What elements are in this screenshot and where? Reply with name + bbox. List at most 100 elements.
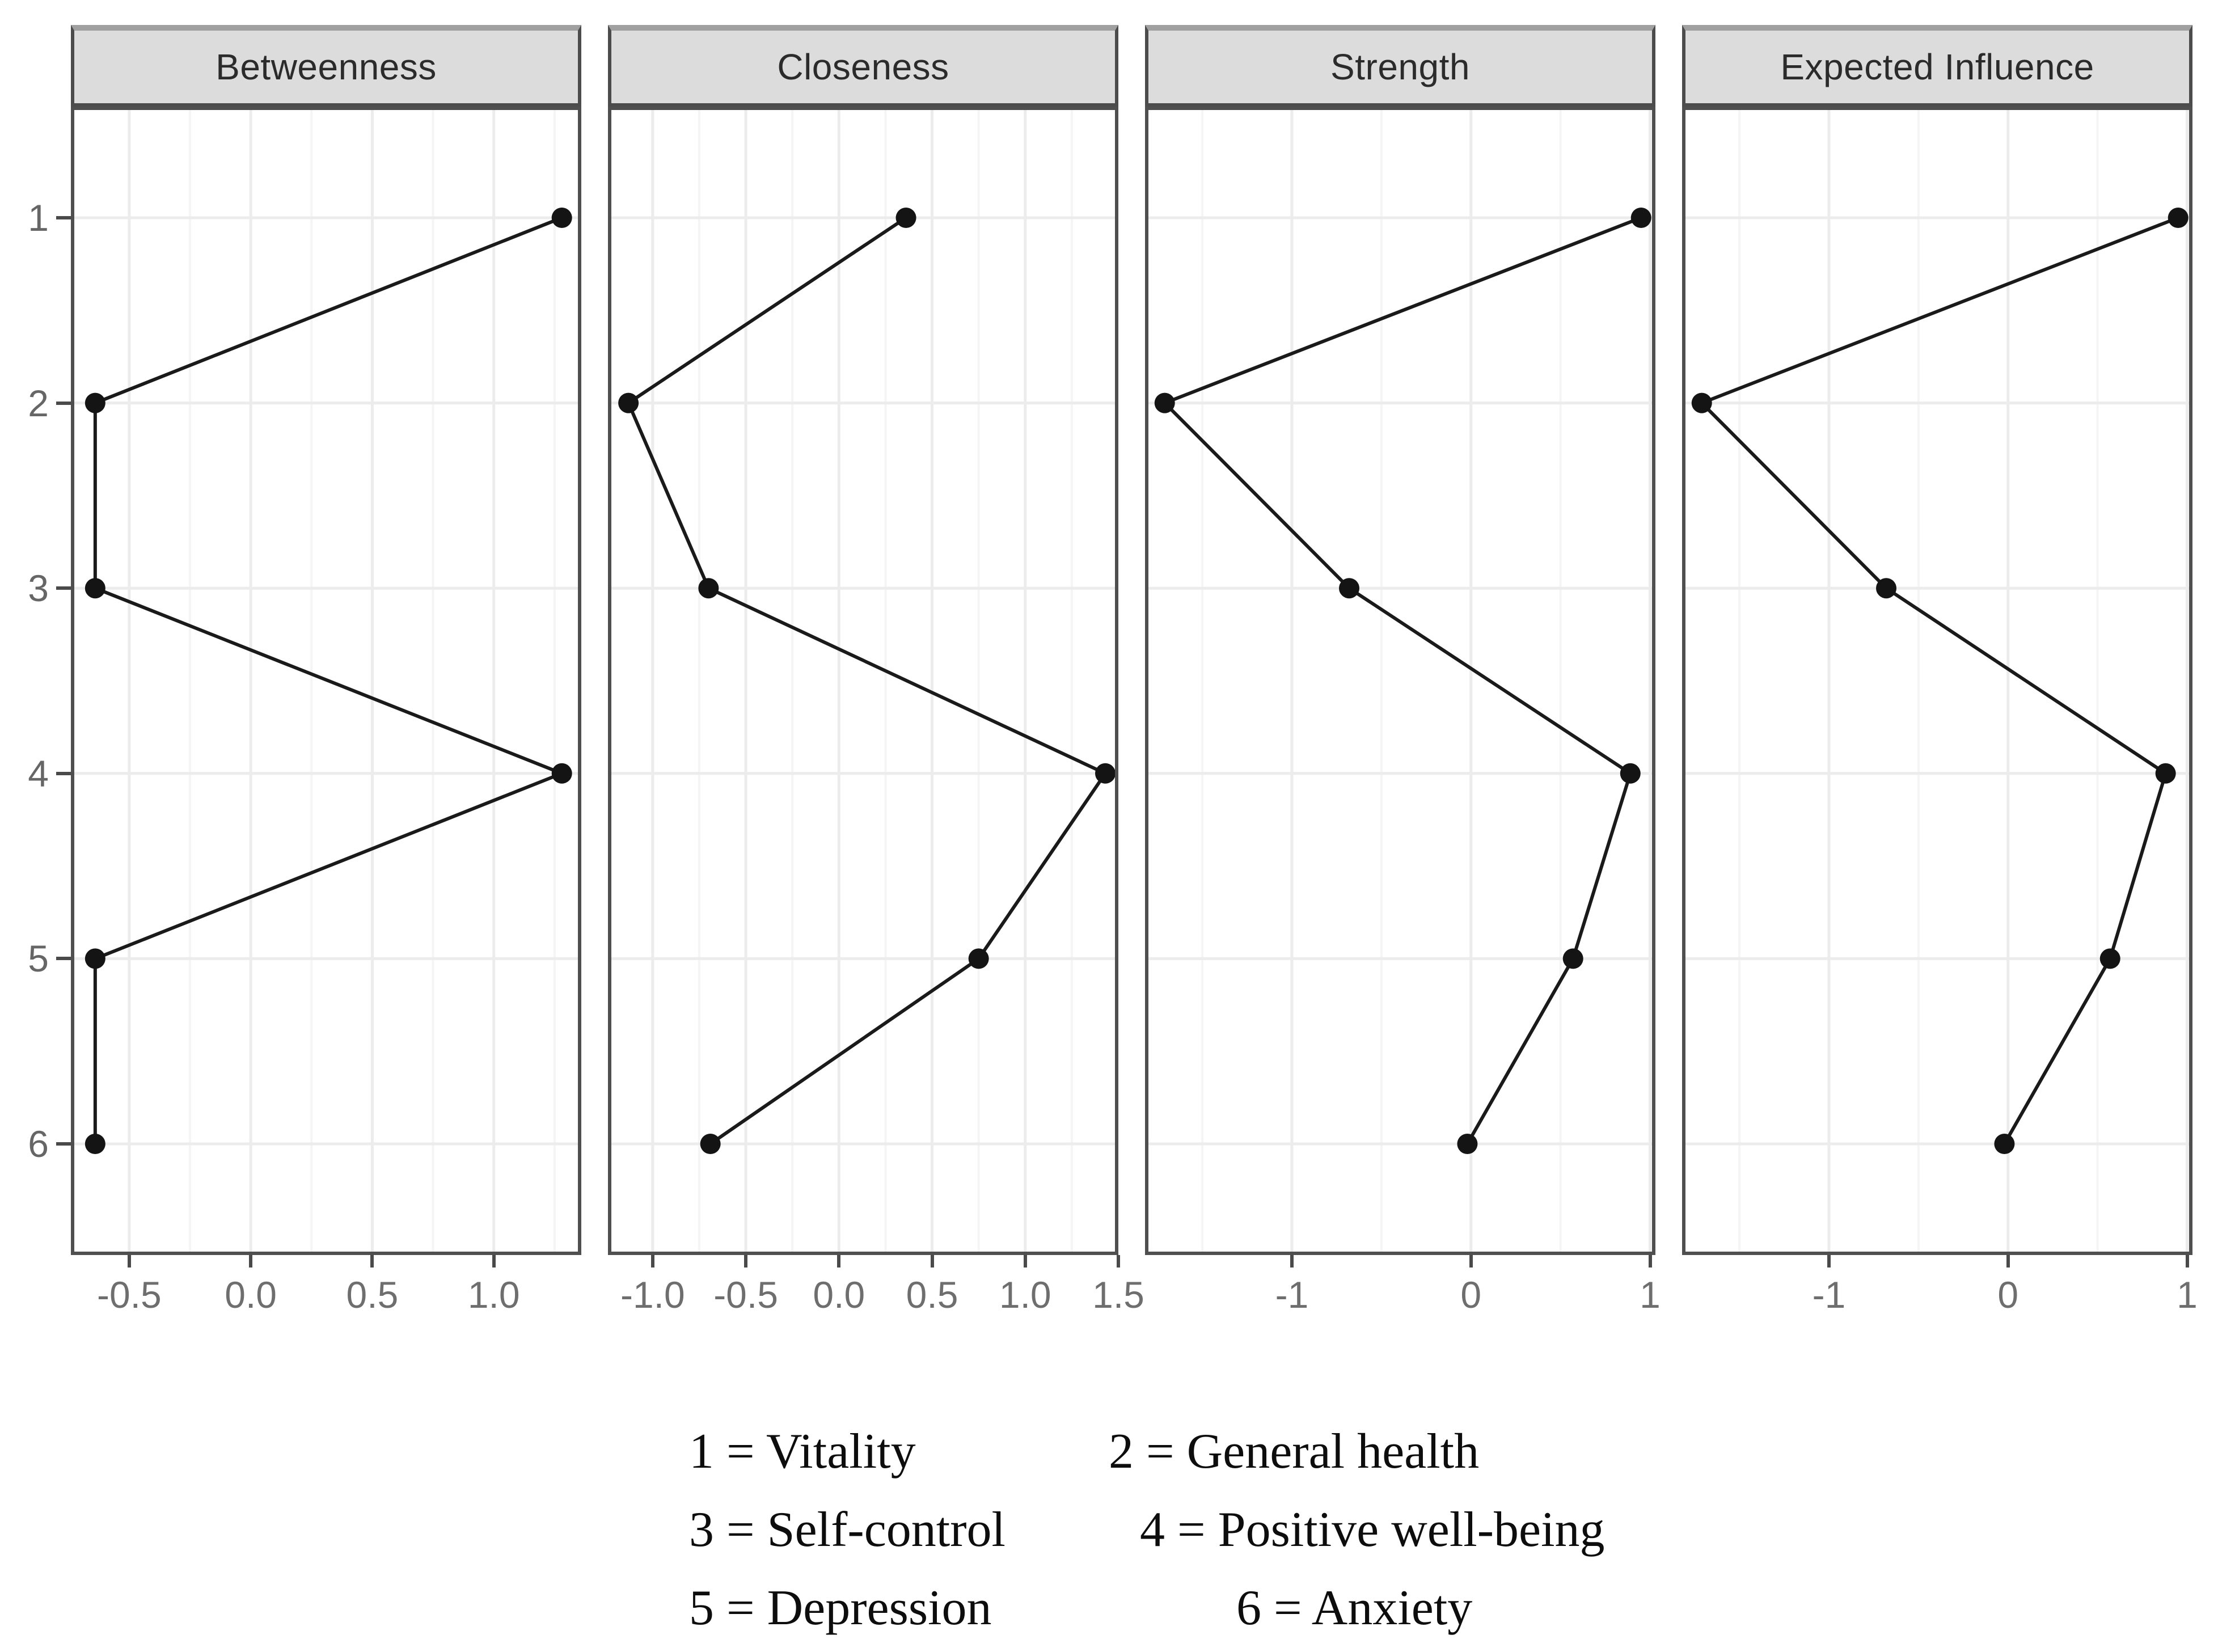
facet-betweenness: Betweenness -0.5 0.0 0.5 1.0 (71, 0, 581, 1652)
x-tick-mark (1648, 1255, 1652, 1267)
legend-item-depression: 5 = Depression (689, 1581, 992, 1636)
y-tick-mark (56, 216, 71, 219)
data-point (618, 392, 639, 413)
data-point (1095, 763, 1116, 784)
x-tick-mark (744, 1255, 748, 1267)
facet-strip: Strength (1145, 25, 1655, 107)
facet-title: Expected Influence (1780, 47, 2094, 87)
facet-strip: Expected Influence (1682, 25, 2192, 107)
panel-border (1682, 107, 2192, 1255)
x-tick-mark (249, 1255, 253, 1267)
data-point (1994, 1134, 2015, 1155)
data-point (551, 763, 572, 784)
data-point (85, 948, 105, 969)
legend-item-general-health: 2 = General health (1109, 1424, 1480, 1479)
x-tick-mark (492, 1255, 496, 1267)
data-point (1457, 1134, 1478, 1155)
legend-item-positive-well-being: 4 = Positive well-being (1140, 1502, 1605, 1557)
legend-item-self-control: 3 = Self-control (689, 1502, 1006, 1557)
x-tick-mark (1023, 1255, 1027, 1267)
facet-strength: Strength -1 0 1 (1145, 0, 1661, 1652)
panel-border (608, 107, 1118, 1255)
x-tick-label: 1.0 (999, 1274, 1051, 1316)
x-tick-mark (650, 1255, 654, 1267)
legend-item-anxiety: 6 = Anxiety (1236, 1581, 1473, 1636)
x-tick-label: 1 (2177, 1274, 2198, 1316)
facet-closeness: Closeness -1.0 -0.5 0.0 0.5 1.0 1.5 (608, 0, 1144, 1652)
data-point (1562, 948, 1583, 969)
x-tick-label: 0.5 (906, 1274, 958, 1316)
x-tick-mark (127, 1255, 131, 1267)
facet-title: Betweenness (216, 47, 437, 87)
x-tick-label: 0 (1997, 1274, 2019, 1316)
data-point (1691, 392, 1712, 413)
plot-area (608, 107, 1118, 1255)
data-point (85, 1134, 105, 1155)
x-tick-mark (930, 1255, 934, 1267)
panel-border (71, 107, 581, 1255)
y-tick-label: 5 (28, 937, 49, 980)
data-point (1876, 578, 1896, 599)
x-tick-mark (1469, 1255, 1473, 1267)
x-tick-label: 1 (1640, 1274, 1661, 1316)
y-tick-mark (56, 401, 71, 405)
x-tick-mark (1290, 1255, 1294, 1267)
x-tick-mark (2185, 1255, 2189, 1267)
legend-item-vitality: 1 = Vitality (689, 1424, 916, 1479)
y-tick-label: 2 (28, 382, 49, 424)
data-point (1339, 578, 1359, 599)
plot-area (71, 107, 581, 1255)
facet-strip: Closeness (608, 25, 1118, 107)
panel-border (1145, 107, 1655, 1255)
x-tick-mark (1827, 1255, 1831, 1267)
plot-area (1145, 107, 1655, 1255)
x-tick-mark (370, 1255, 374, 1267)
x-tick-mark (1117, 1255, 1120, 1267)
facet-title: Strength (1330, 47, 1470, 87)
centrality-profile-line (1699, 216, 2179, 1145)
data-point (2099, 948, 2120, 969)
data-point (1620, 763, 1641, 784)
x-tick-label: -0.5 (713, 1274, 778, 1316)
y-tick-mark (56, 1142, 71, 1146)
centrality-profile-line (93, 216, 567, 1144)
data-point (700, 1134, 721, 1155)
x-tick-mark (2006, 1255, 2010, 1267)
x-tick-label: 0.5 (346, 1274, 399, 1316)
data-point (2155, 763, 2176, 784)
data-point (85, 392, 105, 413)
data-point (2168, 207, 2189, 228)
plot-area (1682, 107, 2192, 1255)
data-point (551, 207, 572, 228)
facet-title: Closeness (777, 47, 949, 87)
facet-strip: Betweenness (71, 25, 581, 107)
data-point (85, 578, 105, 599)
y-tick-mark (56, 771, 71, 775)
x-tick-label: -1 (1812, 1274, 1846, 1316)
y-tick-label: 4 (28, 752, 49, 795)
data-point (968, 948, 989, 969)
data-point (698, 578, 719, 599)
x-tick-label: -1 (1275, 1274, 1309, 1316)
centrality-profile-line (1161, 216, 1642, 1145)
x-tick-label: 0 (1460, 1274, 1482, 1316)
x-tick-mark (837, 1255, 841, 1267)
data-point (895, 207, 916, 228)
data-point (1154, 392, 1175, 413)
centrality-profile-line (626, 216, 1108, 1146)
x-tick-label: 0.0 (813, 1274, 865, 1316)
y-tick-label: 3 (28, 567, 49, 610)
x-tick-label: -1.0 (620, 1274, 685, 1316)
facet-expected-influence: Expected Influence -1 0 1 (1682, 0, 2198, 1652)
y-tick-mark (56, 957, 71, 961)
y-tick-mark (56, 586, 71, 590)
y-tick-label: 1 (28, 196, 49, 239)
x-tick-label: -0.5 (96, 1274, 162, 1316)
data-point (1630, 207, 1651, 228)
x-tick-label: 1.5 (1092, 1274, 1144, 1316)
x-tick-label: 1.0 (467, 1274, 520, 1316)
x-tick-label: 0.0 (225, 1274, 277, 1316)
y-tick-label: 6 (28, 1123, 49, 1165)
